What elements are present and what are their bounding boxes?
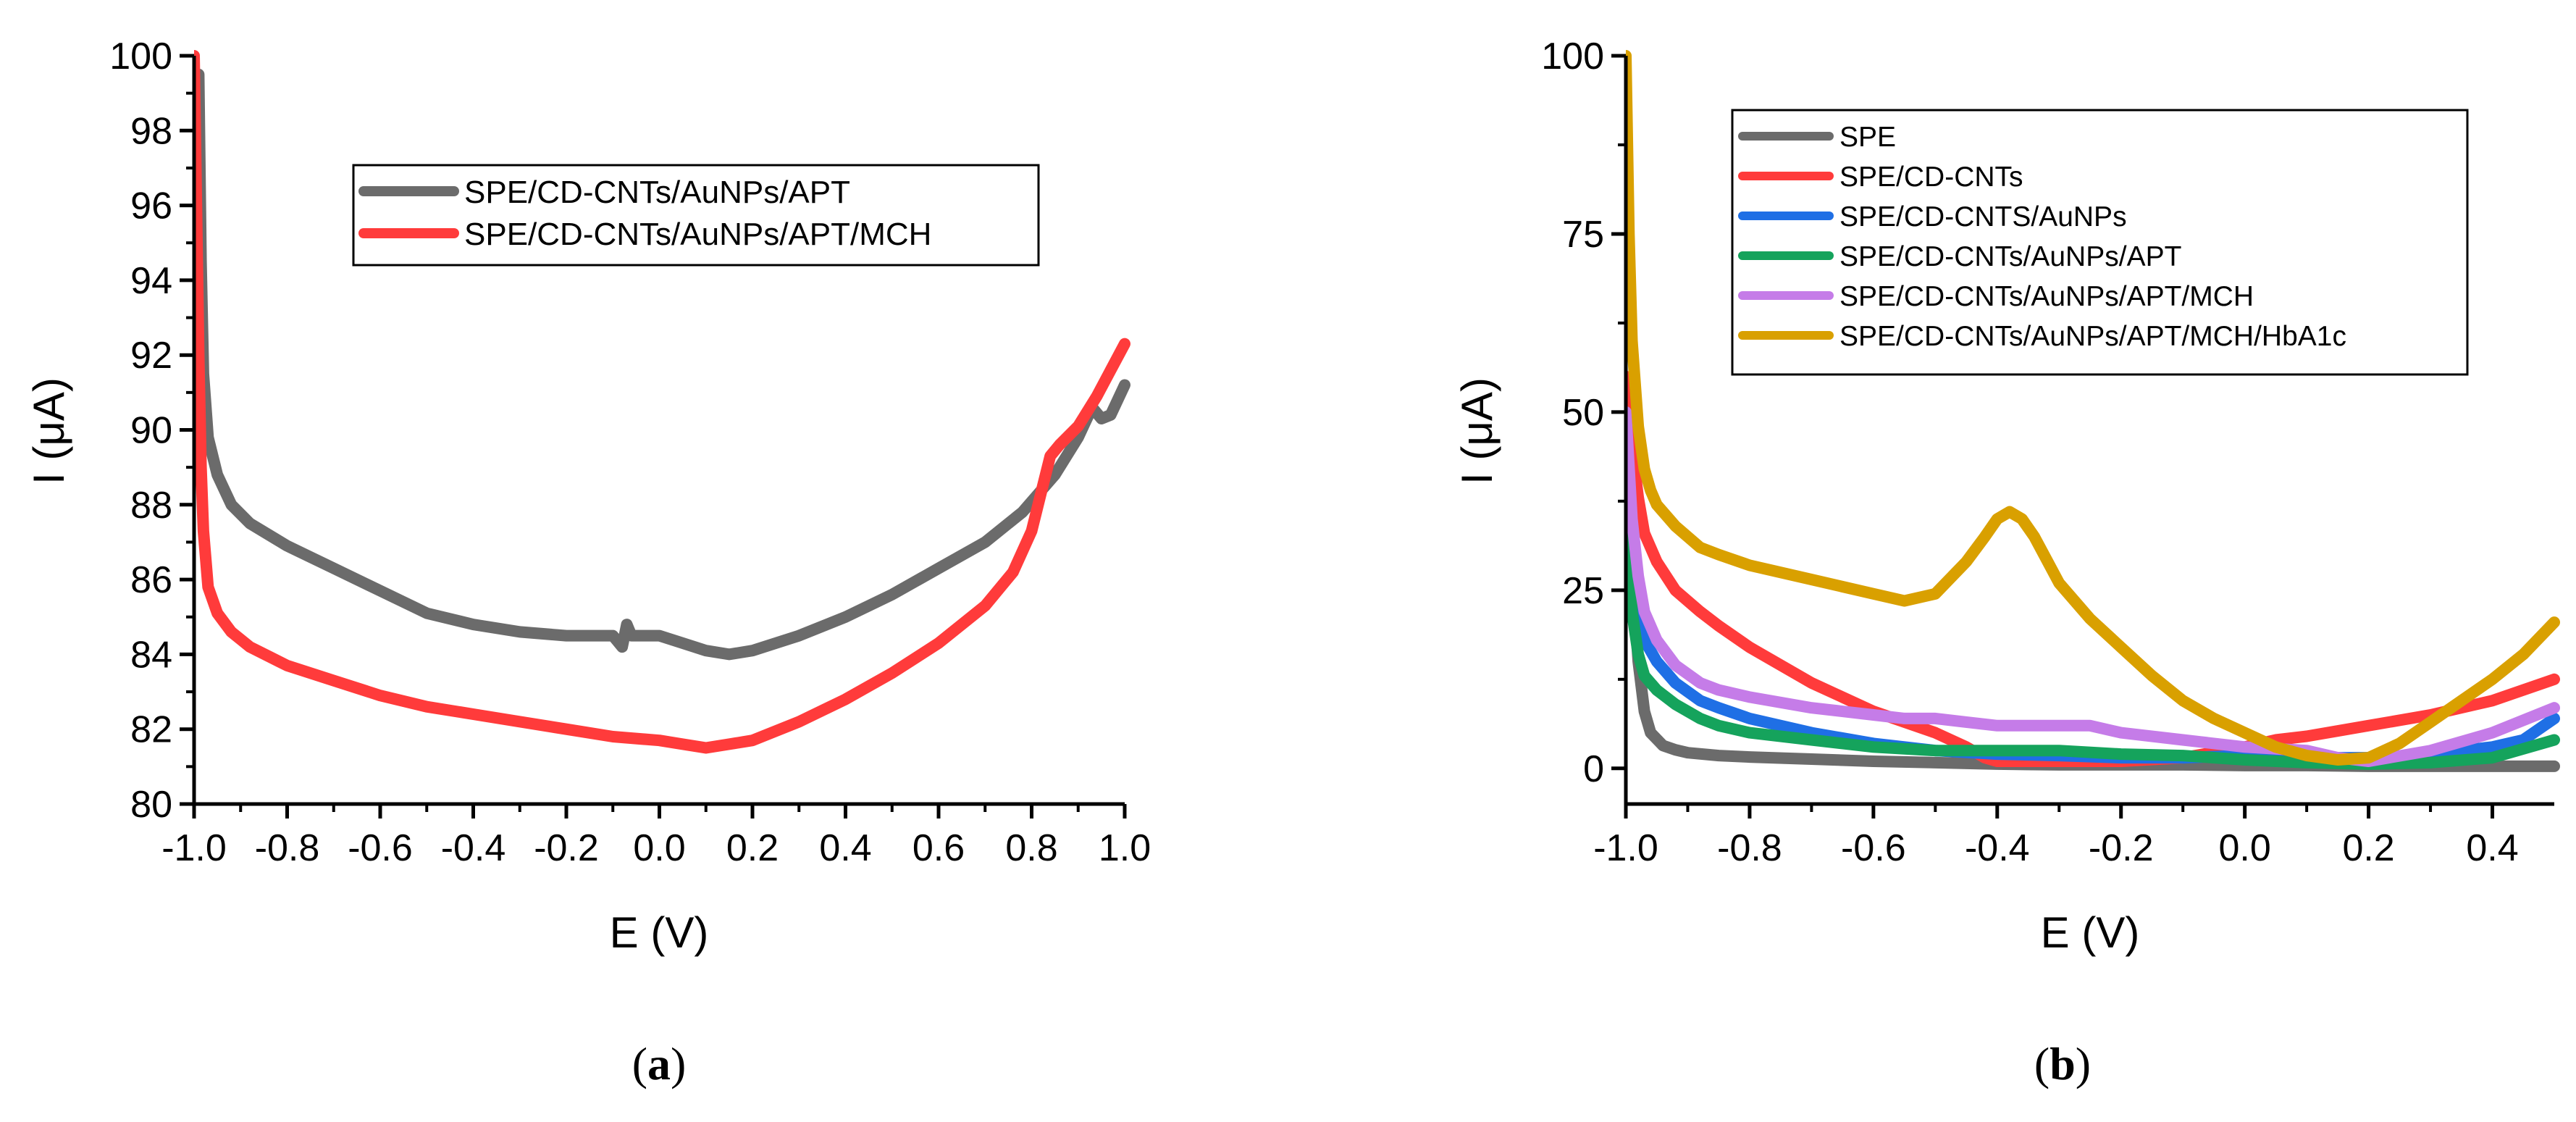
y-tick-label: 100 — [1541, 35, 1604, 78]
panel-b-y-axis-title: I (μA) — [1453, 377, 1501, 485]
y-tick-label: 86 — [130, 559, 172, 601]
panel-a-label: (a) — [632, 1038, 687, 1089]
x-tick-label: -0.2 — [2089, 827, 2154, 869]
series-line-1 — [194, 50, 1130, 754]
legend-label-1: SPE/CD-CNTs — [1839, 162, 2023, 193]
x-tick-label: 0.4 — [2466, 827, 2518, 869]
x-tick-label: -0.4 — [1965, 827, 2030, 869]
legend-box — [1731, 109, 2469, 376]
panel-a-series-layer — [194, 50, 1130, 754]
y-tick-label: 94 — [130, 260, 172, 302]
panel-a-x-axis-title: E (V) — [610, 908, 709, 957]
x-tick-label: 0.2 — [2342, 827, 2394, 869]
y-tick-label: 80 — [130, 784, 172, 826]
legend-label-3: SPE/CD-CNTs/AuNPs/APT — [1839, 241, 2181, 272]
x-tick-label: 0.0 — [633, 827, 685, 869]
x-tick-label: 0.2 — [726, 827, 779, 869]
x-tick-label: -0.6 — [348, 827, 413, 869]
y-tick-label: 82 — [130, 709, 172, 751]
panel-b-series-layer — [1626, 50, 2560, 772]
panel-b-ticks-layer: -1.0 -0.8 -0.6 -0.4 -0.2 0.0 0.2 0.4 0 25 50 75 100 — [1541, 35, 2554, 869]
y-tick-label: 25 — [1562, 570, 1604, 612]
y-tick-label: 100 — [109, 35, 172, 78]
x-tick-label: 0.4 — [819, 827, 871, 869]
legend-label-0: SPE — [1839, 122, 1896, 153]
x-tick-label: -0.6 — [1841, 827, 1906, 869]
panel-b-chart: -1.0 -0.8 -0.6 -0.4 -0.2 0.0 0.2 0.40255075100 … — [1453, 35, 2560, 1089]
panel-a-y-axis-title: I (μA) — [25, 377, 73, 485]
y-tick-label: 90 — [130, 410, 172, 452]
y-tick-label: 0 — [1583, 748, 1604, 790]
series-line-0 — [194, 68, 1130, 661]
y-tick-label: 92 — [130, 335, 172, 377]
y-tick-label: 96 — [130, 185, 172, 227]
x-tick-label: -0.4 — [441, 827, 506, 869]
legend-label-2: SPE/CD-CNTS/AuNPs — [1839, 201, 2127, 233]
y-tick-label: 98 — [130, 110, 172, 152]
x-tick-label: 0.8 — [1005, 827, 1057, 869]
legend-label-5: SPE/CD-CNTs/AuNPs/APT/MCH/HbA1c — [1839, 321, 2346, 352]
x-tick-label: 1.0 — [1099, 827, 1151, 869]
panel-a-ticks-layer: -1.0 -0.8 -0.6 -0.4 -0.2 0.0 0.2 0.4 0.6 0.8 1.0 80… — [109, 35, 1151, 869]
x-tick-label: -0.8 — [255, 827, 320, 869]
legend-box — [352, 164, 1040, 267]
x-tick-label: -0.8 — [1717, 827, 1782, 869]
panel-a-legend: SPE/CD-CNTs/AuNPs/APT SPE/CD-CNTs/AuNPs/A… — [352, 164, 1040, 267]
x-tick-label: -0.2 — [534, 827, 599, 869]
y-tick-label: 84 — [130, 634, 172, 676]
legend-label-0: SPE/CD-CNTs/AuNPs/APT — [464, 175, 850, 210]
series-line-5 — [1626, 50, 2560, 766]
panel-a-chart: -1.0 -0.8 -0.6 -0.4 -0.2 0.0 0.2 0.4 0.6 0.8 1.0 80… — [25, 35, 1151, 1089]
panel-b-x-axis-title: E (V) — [2041, 908, 2140, 957]
x-tick-label: -1.0 — [1593, 827, 1658, 869]
legend-label-1: SPE/CD-CNTs/AuNPs/APT/MCH — [464, 217, 931, 252]
legend-label-4: SPE/CD-CNTs/AuNPs/APT/MCH — [1839, 281, 2254, 312]
panel-b-legend: SPE SPE/CD-CNTs SPE/CD-CNTS/AuNPs SPE/CD-CN… — [1731, 109, 2469, 376]
x-tick-label: 0.0 — [2219, 827, 2271, 869]
panel-b-label: (b) — [2034, 1038, 2091, 1089]
x-tick-label: 0.6 — [912, 827, 965, 869]
y-tick-label: 88 — [130, 485, 172, 527]
y-tick-label: 75 — [1562, 214, 1604, 256]
x-tick-label: -1.0 — [161, 827, 227, 869]
y-tick-label: 50 — [1562, 392, 1604, 434]
